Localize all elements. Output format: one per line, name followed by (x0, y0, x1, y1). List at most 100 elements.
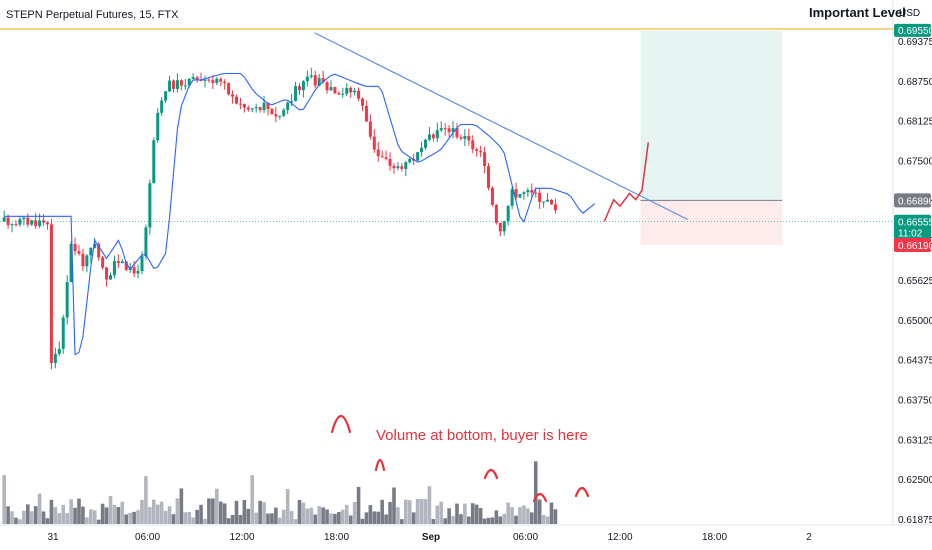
volume-bar (309, 507, 314, 524)
candle-body (116, 261, 120, 264)
price-tick-label: 0.62500 (898, 475, 932, 486)
trendline[interactable] (314, 32, 688, 221)
vwap-line[interactable] (4, 72, 596, 356)
volume-bar (100, 503, 105, 524)
candle-body (416, 152, 420, 161)
candle-body (345, 87, 349, 94)
candle-body (57, 348, 61, 354)
volume-bar (218, 501, 223, 524)
volume-bar (159, 501, 164, 524)
profit-zone[interactable] (640, 30, 783, 201)
stop-price-tag (894, 237, 931, 252)
target-price-tag (894, 23, 931, 37)
candle-body (69, 243, 73, 283)
candle-body (207, 79, 211, 81)
candle-body (368, 121, 372, 137)
volume-bar (396, 507, 400, 524)
volume-bar (325, 509, 329, 524)
candle-body (30, 220, 34, 225)
candle-body (89, 247, 93, 256)
volume-bar (250, 475, 255, 524)
volume-bar (203, 518, 207, 524)
volume-bar (199, 504, 203, 524)
volume-highlight-arc (374, 458, 386, 472)
currency-label: USD (899, 8, 920, 19)
candle-body (152, 140, 156, 184)
candle-body (195, 77, 199, 81)
candle-body (447, 128, 451, 132)
volume-bar (136, 510, 140, 524)
volume-bar (486, 517, 491, 524)
volume-bar (45, 518, 50, 524)
volume-bar (215, 488, 219, 524)
candle-body (455, 128, 459, 138)
volume-bar (152, 499, 156, 524)
candle-body (65, 282, 69, 318)
volume-bar (545, 516, 550, 524)
candle-body (423, 139, 427, 148)
volume-bar (179, 488, 184, 524)
time-tick-label: 12:00 (607, 532, 632, 543)
volume-bar (246, 508, 251, 524)
volume-bar (498, 516, 503, 524)
candle-body (49, 224, 53, 364)
candle-body (120, 261, 124, 264)
annotations (330, 414, 590, 503)
candle-body (34, 220, 38, 227)
volume-bar (384, 514, 388, 524)
volume-bar (514, 515, 518, 524)
candle-body (309, 75, 313, 77)
volume-bar (281, 509, 286, 524)
volume-bar (18, 519, 22, 524)
volume-bar (226, 518, 231, 524)
volume-bar (297, 499, 302, 524)
volume-bar (53, 507, 58, 524)
candle-body (6, 217, 10, 226)
candle-body (270, 109, 274, 115)
price-scale-panel (893, 0, 932, 550)
candle-body (183, 85, 187, 87)
volume-bar (171, 514, 176, 524)
volume-bar (533, 461, 538, 524)
volume-bar (435, 505, 440, 524)
candle-body (211, 80, 215, 83)
volume-bar (541, 514, 546, 524)
candle-body (175, 80, 179, 89)
volume-highlight-arc (532, 492, 548, 503)
volume-bar (262, 502, 266, 524)
candle-body (510, 189, 514, 206)
volume-bar (274, 507, 278, 524)
volume-bar (321, 507, 325, 524)
volume-highlight-arc (483, 468, 499, 480)
candle-body (22, 217, 26, 220)
volume-bar (376, 511, 381, 524)
candle-body (278, 115, 282, 117)
volume-bar (37, 493, 42, 524)
volume-bar (352, 502, 357, 524)
projection-path[interactable] (603, 142, 650, 222)
volume-bar (537, 499, 542, 524)
long-position-tool[interactable] (640, 30, 783, 245)
candle-body (443, 128, 447, 130)
important-level-label: Important Level (809, 5, 906, 20)
candle-body (112, 261, 116, 276)
volume-bar (140, 499, 144, 524)
candle-body (97, 243, 101, 258)
candle-body (317, 78, 321, 86)
candle-body (227, 82, 231, 95)
volume-bar (522, 505, 526, 524)
time-tick-label: 06:00 (135, 532, 160, 543)
volume-bar (380, 499, 384, 524)
volume-bar (108, 495, 113, 524)
candle-body (353, 90, 357, 93)
candle-body (439, 128, 443, 131)
candle-body (258, 107, 262, 111)
candle-body (479, 151, 483, 153)
candle-body (164, 91, 168, 101)
candle-body (101, 257, 105, 268)
candle-body (546, 199, 550, 202)
candle-body (105, 267, 109, 280)
candle-body (553, 204, 557, 211)
candle-body (171, 80, 175, 89)
